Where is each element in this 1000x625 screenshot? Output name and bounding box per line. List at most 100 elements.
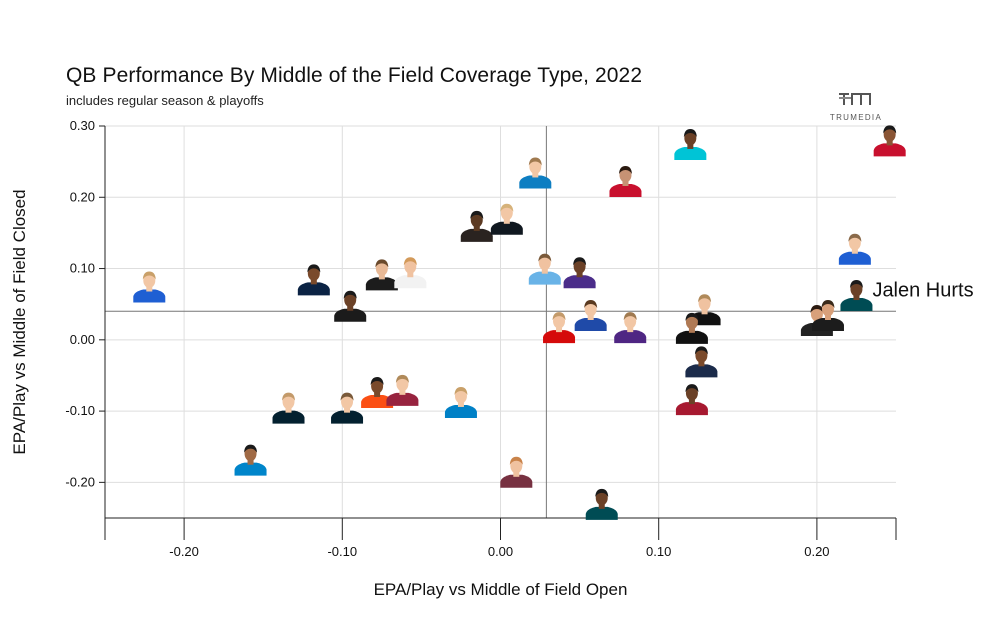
head-shape [470, 212, 483, 228]
neck-shape [374, 391, 381, 397]
hair-shape [395, 374, 409, 383]
neck-shape [598, 503, 605, 509]
qb-point-marker [873, 125, 906, 157]
head-shape [341, 394, 354, 410]
qb-point-marker [563, 257, 596, 289]
neck-shape [587, 315, 594, 320]
head-shape [619, 167, 632, 183]
hair-shape [848, 233, 862, 242]
head-shape [538, 255, 551, 271]
neck-shape [541, 268, 548, 274]
hair-shape [244, 444, 258, 453]
x-tick-label: -0.20 [169, 544, 199, 559]
qb-point-marker [460, 210, 493, 242]
hair-shape [470, 210, 484, 219]
qb-point-marker [361, 376, 394, 408]
hair-shape [685, 384, 699, 393]
neck-shape [576, 272, 583, 278]
head-shape [454, 388, 467, 404]
chart-title: QB Performance By Middle of the Field Co… [66, 64, 643, 87]
logo-text: TRUMEDIA [829, 113, 883, 122]
qb-point-marker [272, 392, 305, 424]
jersey-shape [685, 364, 718, 378]
head-shape [143, 272, 156, 288]
head-shape [510, 458, 523, 474]
head-shape [685, 314, 698, 330]
neck-shape [344, 407, 351, 413]
qb-point-marker [490, 203, 523, 235]
neck-shape [378, 274, 385, 280]
qb-point-marker [133, 271, 166, 303]
neck-shape [285, 407, 292, 413]
hair-shape [340, 392, 354, 401]
neck-shape [688, 327, 695, 333]
x-tick-label: 0.20 [804, 544, 829, 559]
qb-point-marker [675, 312, 708, 344]
head-shape [698, 295, 711, 311]
axes [99, 125, 897, 540]
neck-shape [457, 401, 464, 407]
head-shape [595, 490, 608, 506]
hair-shape [821, 300, 835, 308]
hair-shape [618, 166, 632, 175]
head-shape [282, 394, 295, 410]
neck-shape [532, 172, 539, 178]
hair-shape [683, 128, 697, 137]
x-tick-label: 0.10 [646, 544, 671, 559]
neck-shape [310, 279, 317, 285]
head-shape [821, 301, 834, 317]
qb-point-marker [675, 384, 708, 416]
jersey-shape [528, 271, 561, 285]
hair-shape [810, 304, 824, 313]
jersey-shape [614, 330, 647, 344]
jersey-shape [811, 318, 844, 331]
jersey-shape [386, 392, 419, 406]
hair-shape [685, 312, 699, 321]
trumedia-logo: TRUMEDIA [826, 92, 886, 122]
neck-shape [698, 361, 705, 367]
jersey-shape [574, 318, 607, 331]
neck-shape [687, 143, 694, 149]
reference-lines [105, 126, 896, 518]
head-shape [344, 292, 357, 308]
head-shape [850, 281, 863, 297]
hair-shape [595, 488, 609, 497]
qb-point-marker [543, 312, 576, 344]
head-shape [553, 313, 566, 329]
neck-shape [701, 309, 708, 315]
neck-shape [824, 315, 831, 320]
head-shape [371, 378, 384, 394]
head-shape [584, 301, 597, 317]
head-shape [307, 265, 320, 281]
hair-shape [403, 257, 417, 266]
axis-labels: -0.20 -0.10 0.00 0.10 0.20 0.30 -0.20 -0.10 0.00… [65, 118, 829, 559]
head-shape [695, 347, 708, 363]
head-shape [573, 258, 586, 274]
head-shape [810, 306, 823, 322]
jersey-shape [675, 402, 708, 416]
qb-point-marker [519, 157, 552, 189]
jalen-hurts-annotation: Jalen Hurts [872, 280, 973, 302]
head-shape [404, 258, 417, 274]
head-shape [624, 313, 637, 329]
grid-lines [105, 125, 896, 518]
jersey-shape [444, 404, 477, 418]
hair-shape [370, 376, 384, 385]
hair-shape [623, 312, 637, 321]
neck-shape [886, 140, 893, 146]
hair-shape [528, 157, 542, 166]
trumedia-logo-icon [839, 93, 871, 105]
x-tick-label: 0.00 [488, 544, 513, 559]
qb-point-marker [500, 456, 533, 488]
jersey-shape [234, 462, 267, 476]
qb-point-marker [685, 346, 718, 378]
y-tick-label: -0.10 [65, 403, 95, 418]
qb-point-marker [234, 444, 267, 476]
qb-point-marker [674, 128, 707, 160]
hair-shape [694, 346, 708, 355]
neck-shape [622, 181, 629, 187]
neck-shape [407, 272, 414, 278]
hair-shape [142, 271, 156, 280]
neck-shape [851, 248, 858, 254]
